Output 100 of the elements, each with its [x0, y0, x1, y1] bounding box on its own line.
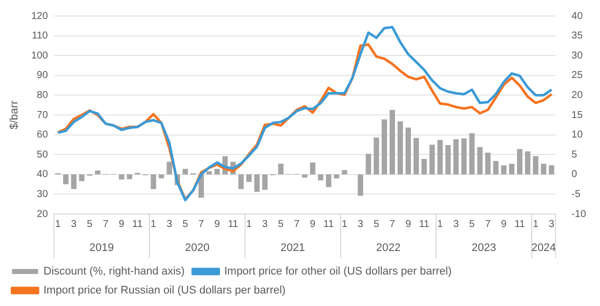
bar	[358, 174, 364, 196]
x-tick-label: 7	[390, 218, 396, 230]
x-tick-label: 9	[405, 218, 412, 230]
bar	[318, 174, 324, 180]
bar	[517, 149, 522, 174]
x-tick-label: 9	[118, 218, 125, 230]
x-tick-label: 1	[246, 218, 252, 230]
bar	[63, 174, 69, 184]
x-tick-label: 5	[86, 218, 93, 230]
bar	[310, 162, 316, 174]
bar	[366, 154, 372, 174]
bar	[429, 144, 435, 174]
bar	[374, 138, 380, 174]
bar	[158, 174, 164, 178]
bar	[214, 168, 220, 174]
bar	[406, 128, 411, 174]
y2-tick-label: -10	[572, 208, 586, 220]
x-tick-label: 11	[323, 218, 334, 230]
y2-tick-label: 10	[572, 130, 584, 141]
x-tick-label: 5	[278, 218, 284, 230]
x-tick-label: 3	[71, 218, 78, 230]
y-tick-label: 20	[36, 208, 48, 220]
y-tick-label: 100	[31, 50, 48, 62]
x-tick-label: 1	[437, 218, 444, 230]
bar	[182, 168, 188, 174]
y-tick-label: 70	[36, 110, 48, 121]
bar	[398, 121, 403, 174]
y2-tick-label: 25	[572, 70, 584, 82]
x-tick-label: 9	[214, 218, 220, 230]
x-tick-label: 3	[262, 218, 268, 230]
x-tick-label: 11	[132, 218, 144, 230]
x-tick-label: 5	[374, 218, 380, 230]
text: 2023	[472, 242, 496, 254]
bar	[445, 145, 451, 174]
x-tick-label: 9	[501, 218, 508, 230]
bar	[302, 174, 308, 178]
x-tick-label: 7	[294, 218, 300, 230]
x-tick-label: 3	[358, 218, 364, 230]
y-tick-label: 40	[36, 169, 48, 180]
bar	[477, 147, 483, 174]
bar	[509, 164, 514, 174]
x-tick-label: 5	[469, 218, 476, 230]
bar	[71, 174, 76, 190]
bar	[334, 174, 340, 178]
text: 2019	[89, 242, 114, 254]
text: 2020	[184, 242, 210, 254]
x-tick-label: 1	[55, 218, 62, 230]
bar	[246, 174, 252, 182]
bar	[238, 174, 244, 190]
bar	[382, 119, 388, 174]
bar	[262, 174, 268, 190]
x-tick-label: 1	[342, 218, 348, 230]
bar	[166, 162, 172, 174]
y2-tick-label: 35	[572, 30, 584, 42]
x-tick-label: 7	[485, 218, 492, 230]
y-tick-label: 60	[36, 130, 48, 141]
bar	[414, 138, 419, 174]
x-tick-label: 5	[182, 218, 188, 230]
bar	[485, 152, 491, 174]
bar	[501, 165, 506, 174]
bar	[461, 138, 467, 174]
text: 2021	[280, 242, 306, 254]
x-tick-label: 3	[548, 218, 555, 230]
bar	[79, 174, 84, 182]
bar	[278, 164, 284, 174]
bar	[118, 174, 124, 180]
y-tick-label: 80	[36, 90, 48, 101]
legend-label: Import price for other oil (US dollars per barrel)	[224, 266, 452, 278]
y2-tick-label: 0	[572, 169, 578, 180]
y2-tick-label: -5	[572, 188, 581, 200]
text: 2022	[376, 242, 401, 254]
legend-label: Import price for Russian oil (US dollars per barrel)	[44, 284, 286, 297]
y-tick-label: 120	[31, 10, 48, 22]
bar	[150, 174, 156, 190]
bar	[206, 171, 212, 174]
bar	[524, 151, 530, 174]
bar	[390, 110, 395, 174]
x-tick-label: 3	[166, 218, 173, 230]
y2-tick-label: 40	[572, 10, 584, 22]
bar	[421, 158, 427, 174]
x-tick-label: 11	[228, 218, 239, 230]
y-tick-label: 90	[36, 70, 48, 82]
text: 2024	[531, 242, 556, 254]
y2-tick-label: 5	[572, 149, 578, 160]
y2-tick-label: 15	[572, 110, 584, 121]
y-tick-label: 110	[32, 30, 48, 42]
x-tick-label: 11	[418, 218, 430, 230]
bar	[326, 174, 332, 188]
x-tick-label: 1	[532, 218, 539, 230]
x-tick-label: 1	[150, 218, 157, 230]
y2-tick-label: 30	[572, 50, 584, 62]
bar	[540, 164, 546, 174]
y-tick-label: 50	[36, 149, 48, 160]
bar	[94, 170, 100, 174]
x-tick-label: 3	[453, 218, 460, 230]
bar	[342, 170, 348, 174]
y-axis-title: $/barr	[8, 100, 21, 130]
bar	[493, 160, 499, 174]
bar	[437, 140, 443, 174]
bar	[548, 165, 554, 174]
